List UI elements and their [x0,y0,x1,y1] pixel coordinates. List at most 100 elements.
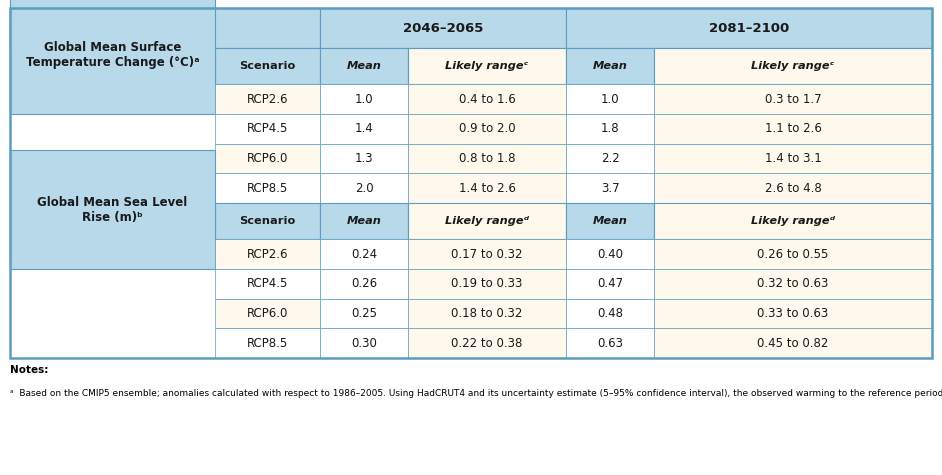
Text: RCP4.5: RCP4.5 [247,277,288,290]
Text: RCP8.5: RCP8.5 [247,182,288,195]
Text: Scenario: Scenario [239,61,296,71]
Bar [408,299,566,328]
Bar [215,85,320,114]
Text: 0.25: 0.25 [351,307,377,320]
Text: 1.0: 1.0 [355,93,373,106]
Text: 0.19 to 0.33: 0.19 to 0.33 [451,277,523,290]
Bar [215,328,320,358]
Bar [408,173,566,203]
Bar [320,239,408,269]
Bar [320,48,408,85]
Bar [408,48,566,85]
Text: 0.4 to 1.6: 0.4 to 1.6 [459,93,515,106]
Bar [566,144,654,173]
Text: 0.33 to 0.63: 0.33 to 0.63 [757,307,829,320]
Text: 0.17 to 0.32: 0.17 to 0.32 [451,247,523,261]
Text: ᵃ  Based on the CMIP5 ensemble; anomalies calculated with respect to 1986–2005. : ᵃ Based on the CMIP5 ensemble; anomalies… [10,389,942,398]
Text: Mean: Mean [347,61,382,71]
Bar [408,269,566,299]
Bar [320,299,408,328]
Text: 0.32 to 0.63: 0.32 to 0.63 [757,277,829,290]
Bar [320,144,408,173]
Text: Likely rangeᶜ: Likely rangeᶜ [752,61,835,71]
Bar [654,144,932,173]
Bar [215,203,320,239]
Text: 1.4 to 2.6: 1.4 to 2.6 [459,182,515,195]
Text: Mean: Mean [593,216,627,226]
Bar [10,150,215,269]
Bar [408,85,566,114]
Text: 2.2: 2.2 [601,152,620,165]
Text: 1.3: 1.3 [355,152,373,165]
Bar [320,114,408,144]
Text: 2.0: 2.0 [355,182,373,195]
Bar [566,173,654,203]
Bar [566,114,654,144]
Text: 2046–2065: 2046–2065 [403,22,483,35]
Bar [320,173,408,203]
Bar [566,239,654,269]
Bar [654,203,932,239]
Text: 1.4 to 3.1: 1.4 to 3.1 [765,152,821,165]
Text: 1.1 to 2.6: 1.1 to 2.6 [765,123,821,135]
Bar [654,328,932,358]
Text: 0.3 to 1.7: 0.3 to 1.7 [765,93,821,106]
Bar [10,0,215,114]
Text: RCP2.6: RCP2.6 [247,93,288,106]
Text: Mean: Mean [347,216,382,226]
Bar [654,48,932,85]
Bar [215,144,320,173]
Bar [215,48,320,85]
Text: 0.8 to 1.8: 0.8 to 1.8 [459,152,515,165]
Text: 1.0: 1.0 [601,93,619,106]
Bar [215,269,320,299]
Bar [654,239,932,269]
Text: 0.45 to 0.82: 0.45 to 0.82 [757,337,829,350]
Text: 0.26: 0.26 [351,277,377,290]
Text: 2081–2100: 2081–2100 [709,22,789,35]
Text: Global Mean Sea Level
Rise (m)ᵇ: Global Mean Sea Level Rise (m)ᵇ [38,196,187,224]
Bar [566,85,654,114]
Text: 0.30: 0.30 [351,337,377,350]
Bar [408,203,566,239]
Bar [654,269,932,299]
Bar [320,328,408,358]
Text: Likely rangeᶜ: Likely rangeᶜ [446,61,528,71]
Bar [320,85,408,114]
Text: RCP4.5: RCP4.5 [247,123,288,135]
Text: RCP8.5: RCP8.5 [247,337,288,350]
Bar [215,173,320,203]
Text: 0.24: 0.24 [351,247,377,261]
Bar [320,269,408,299]
Bar [566,48,654,85]
Bar [408,144,566,173]
Text: 2.6 to 4.8: 2.6 to 4.8 [765,182,821,195]
Bar [215,239,320,269]
Bar [320,203,408,239]
Text: 0.22 to 0.38: 0.22 to 0.38 [451,337,523,350]
Text: Scenario: Scenario [239,216,296,226]
Bar [215,299,320,328]
Text: 0.18 to 0.32: 0.18 to 0.32 [451,307,523,320]
Bar [566,269,654,299]
Text: Likely rangeᵈ: Likely rangeᵈ [445,216,529,226]
Bar [320,8,566,48]
Bar [566,8,932,48]
Text: Likely rangeᵈ: Likely rangeᵈ [751,216,835,226]
Bar [215,114,320,144]
Text: 1.8: 1.8 [601,123,619,135]
Text: Mean: Mean [593,61,627,71]
Bar [566,299,654,328]
Bar [654,114,932,144]
Text: 0.26 to 0.55: 0.26 to 0.55 [757,247,829,261]
Bar [566,203,654,239]
Text: 0.63: 0.63 [597,337,623,350]
Bar [654,85,932,114]
Text: 0.47: 0.47 [597,277,623,290]
Bar [654,173,932,203]
Text: RCP6.0: RCP6.0 [247,152,288,165]
Bar [10,8,320,48]
Text: 3.7: 3.7 [601,182,619,195]
Text: Notes:: Notes: [10,365,48,375]
Text: 0.9 to 2.0: 0.9 to 2.0 [459,123,515,135]
